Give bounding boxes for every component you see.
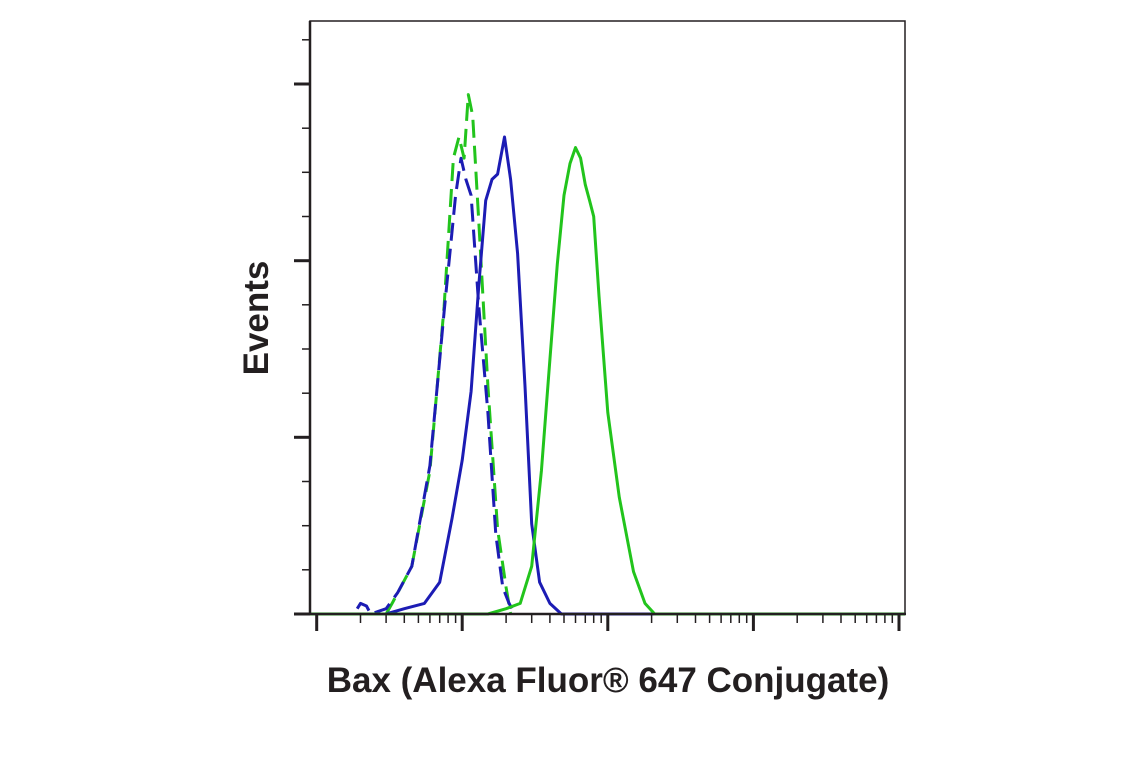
curves-layer xyxy=(310,93,905,616)
axes-layer xyxy=(294,20,906,631)
series-line-4 xyxy=(310,146,905,616)
x-axis-label: Bax (Alexa Fluor® 647 Conjugate) xyxy=(327,661,890,700)
plot-frame xyxy=(309,20,906,615)
series-line-3 xyxy=(310,135,905,616)
series-line-2 xyxy=(355,156,517,616)
y-axis-label: Events xyxy=(237,261,276,376)
